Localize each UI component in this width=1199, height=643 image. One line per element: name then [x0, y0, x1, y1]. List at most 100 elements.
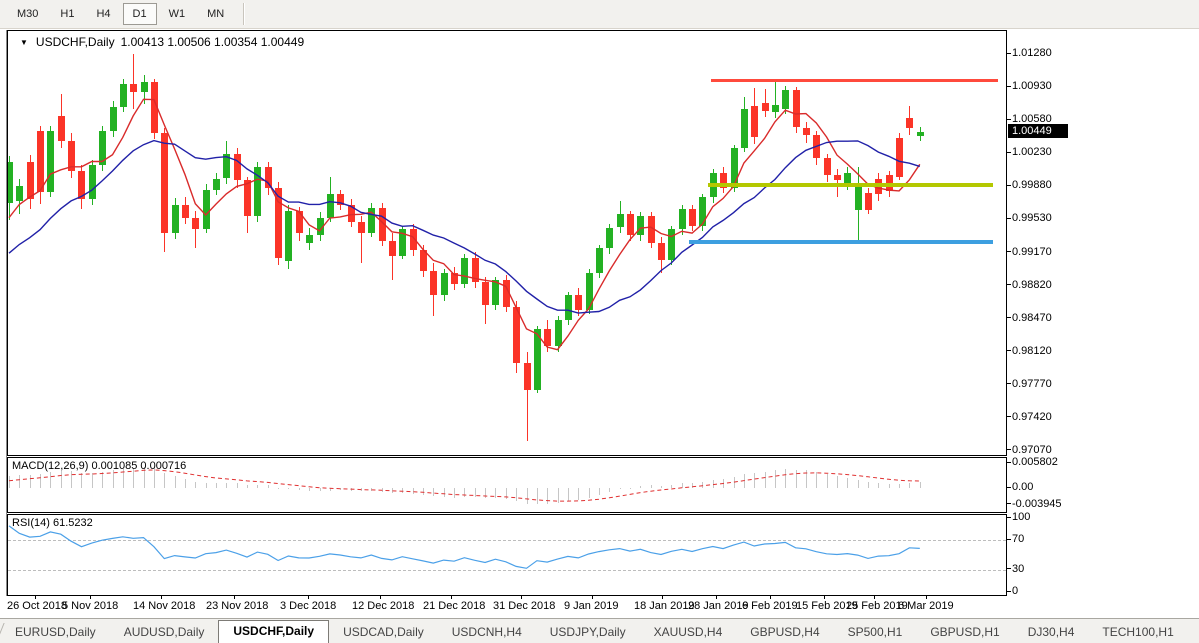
- chart-tab-usdcnh-h4[interactable]: USDCNH,H4: [451, 625, 522, 639]
- macd-histogram-bar: [506, 488, 507, 499]
- macd-histogram-bar: [816, 472, 817, 488]
- price-axis-tick: [1007, 284, 1011, 286]
- symbol-title: USDCHF,Daily: [35, 35, 115, 49]
- chart-tab-xauusd-h4[interactable]: XAUUSD,H4: [653, 625, 723, 639]
- macd-histogram-bar: [288, 488, 289, 489]
- macd-histogram-bar: [9, 476, 10, 488]
- date-axis-label: 31 Dec 2018: [493, 600, 556, 612]
- chart-tab-eurusd-daily[interactable]: EURUSD,Daily: [15, 625, 96, 639]
- date-axis-tick: [234, 596, 235, 599]
- candle: [430, 270, 437, 296]
- macd-histogram-bar: [609, 488, 610, 492]
- date-axis-label: 28 Jan 2019: [688, 600, 749, 612]
- macd-histogram-bar: [19, 474, 20, 488]
- timeframe-button-w1[interactable]: W1: [168, 8, 186, 20]
- candle: [110, 106, 117, 132]
- macd-histogram-bar: [340, 488, 341, 491]
- main-chart-panel[interactable]: ▼ USDCHF,Daily 1.00413 1.00506 1.00354 1…: [7, 30, 1007, 456]
- macd-histogram-bar: [278, 488, 279, 489]
- hline-support-olive[interactable]: [708, 183, 993, 188]
- date-axis-label: 3 Dec 2018: [280, 600, 337, 612]
- symbol-header: ▼ USDCHF,Daily 1.00413 1.00506 1.00354 1…: [16, 35, 304, 49]
- candle: [89, 165, 96, 200]
- chart-tab-tech100-h1[interactable]: TECH100,H1: [1102, 625, 1174, 639]
- candle-wick: [527, 351, 528, 442]
- candle: [358, 221, 365, 234]
- candle: [896, 137, 903, 177]
- macd-histogram-bar: [144, 466, 145, 488]
- rsi-panel[interactable]: RSI(14) 61.5232: [7, 514, 1007, 596]
- macd-axis-tick: [1007, 461, 1011, 463]
- candle: [492, 280, 499, 305]
- candle: [472, 257, 479, 283]
- timeframe-button-h1[interactable]: H1: [60, 8, 75, 20]
- timeframe-button-h4[interactable]: H4: [96, 8, 111, 20]
- macd-histogram-bar: [175, 476, 176, 488]
- macd-histogram-bar: [81, 472, 82, 488]
- chart-tab-usdcad-daily[interactable]: USDCAD,Daily: [343, 625, 424, 639]
- timeframe-button-d1[interactable]: D1: [122, 3, 157, 25]
- macd-histogram-bar: [899, 484, 900, 488]
- macd-histogram-bar: [878, 483, 879, 488]
- macd-histogram-bar: [320, 488, 321, 492]
- macd-histogram-bar: [630, 487, 631, 489]
- candle: [368, 207, 375, 234]
- candle: [855, 184, 862, 211]
- date-axis[interactable]: 26 Oct 2018 5 Nov 2018 14 Nov 2018 23 Nov 2…: [0, 596, 1199, 618]
- candle: [223, 153, 230, 179]
- chart-tab-sp500-h1[interactable]: SP500,H1: [847, 625, 903, 639]
- rsi-axis-tick: [1007, 538, 1011, 540]
- candle: [254, 167, 261, 217]
- candle: [575, 295, 582, 311]
- candle: [834, 174, 841, 181]
- macd-panel[interactable]: MACD(12,26,9) 0.001085 0.000716: [7, 457, 1007, 513]
- date-axis-tick: [90, 596, 91, 599]
- timeframe-button-mn[interactable]: MN: [207, 8, 225, 20]
- macd-histogram-bar: [651, 485, 652, 488]
- symbol-dropdown-icon[interactable]: ▼: [20, 37, 28, 47]
- hline-resistance-red[interactable]: [711, 78, 998, 82]
- hline-support-blue[interactable]: [689, 239, 993, 244]
- candle: [606, 227, 613, 249]
- candle-wick: [392, 233, 393, 281]
- candle: [285, 210, 292, 262]
- candle: [327, 193, 334, 218]
- date-axis-label: 14 Nov 2018: [133, 600, 196, 612]
- macd-histogram-bar: [102, 471, 103, 488]
- candle: [503, 280, 510, 307]
- macd-axis-label: 0.005802: [1012, 456, 1058, 469]
- chart-tab-dj30-h4[interactable]: DJ30,H4: [1027, 625, 1075, 639]
- date-axis-label: 23 Nov 2018: [206, 600, 269, 612]
- chart-tab-usdjpy-daily[interactable]: USDJPY,Daily: [549, 625, 626, 639]
- chart-tab-audusd-daily[interactable]: AUDUSD,Daily: [123, 625, 205, 639]
- chart-tab-ukoil[interactable]: UKOil,: [1188, 622, 1199, 643]
- candle-wick: [775, 82, 776, 119]
- candle: [37, 131, 44, 192]
- candle: [203, 189, 210, 230]
- timeframe-button-m30[interactable]: M30: [17, 8, 39, 20]
- chart-tab-usdchf-daily[interactable]: USDCHF,Daily: [218, 620, 330, 643]
- candle: [731, 148, 738, 188]
- price-axis-tick: [1007, 416, 1011, 418]
- candle: [917, 132, 924, 136]
- date-axis-label: 21 Dec 2018: [423, 600, 486, 612]
- candle: [120, 84, 127, 107]
- rsi-axis-label: 30: [1012, 562, 1025, 575]
- date-axis-label: 18 Jan 2019: [634, 600, 695, 612]
- candle: [8, 162, 13, 203]
- price-axis-label: 0.98120: [1012, 344, 1052, 357]
- chart-tab-gbpusd-h1[interactable]: GBPUSD,H1: [930, 625, 1000, 639]
- macd-histogram-bar: [661, 485, 662, 488]
- symbol-ohlc-values: 1.00413 1.00506 1.00354 1.00449: [120, 35, 305, 49]
- macd-histogram-bar: [226, 482, 227, 488]
- price-axis-label: 1.00230: [1012, 146, 1052, 158]
- macd-histogram-bar: [827, 474, 828, 488]
- toolbar-separator: [243, 3, 246, 25]
- candle: [337, 193, 344, 205]
- macd-axis-label: 0.00: [1012, 481, 1034, 493]
- chart-tab-gbpusd-h4[interactable]: GBPUSD,H4: [750, 625, 820, 639]
- price-axis-label: 0.99530: [1012, 212, 1052, 224]
- candle: [306, 235, 313, 243]
- candle: [524, 363, 531, 390]
- date-axis-label: 5 Nov 2018: [62, 600, 119, 612]
